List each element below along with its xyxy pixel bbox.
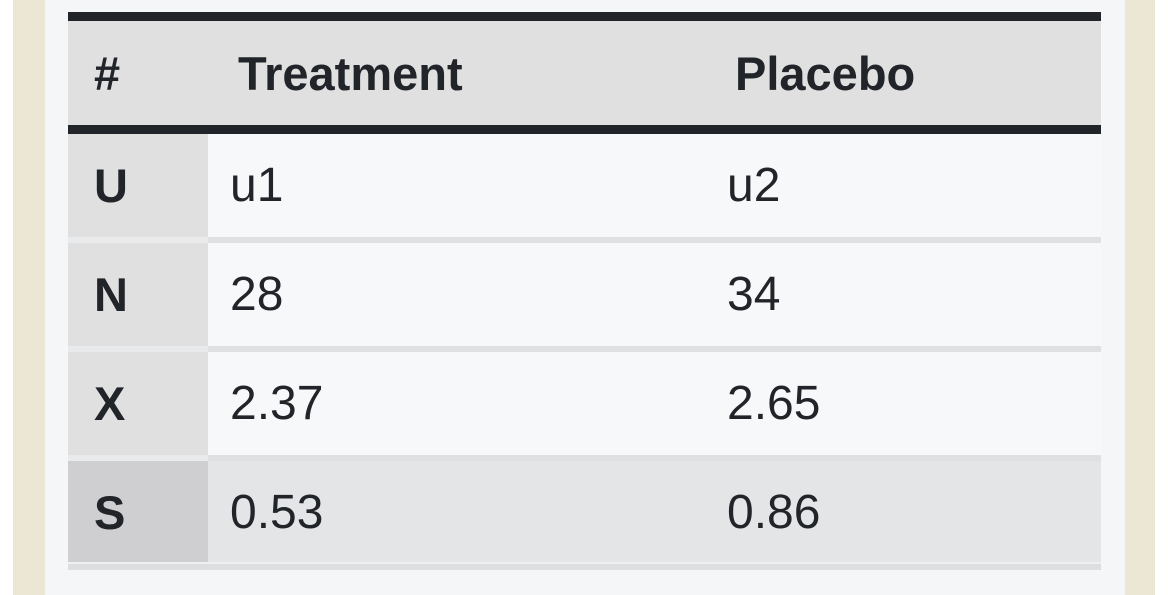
cell-n-treatment: 28	[208, 240, 705, 352]
cell-s-treatment: 0.53	[208, 458, 705, 570]
table-row-x: X 2.37 2.65	[68, 349, 1101, 461]
cell-u-placebo: u2	[705, 129, 1101, 243]
content-area: # Treatment Placebo U u1 u2 N 28 34 X 2.…	[45, 0, 1125, 595]
row-header-n: N	[68, 240, 208, 352]
table-row-n: N 28 34	[68, 240, 1101, 352]
cell-u-treatment: u1	[208, 129, 705, 243]
table-row-s: S 0.53 0.86	[68, 458, 1101, 570]
column-header-treatment: Treatment	[208, 12, 705, 134]
row-header-u: U	[68, 129, 208, 243]
column-header-hash: #	[68, 12, 208, 134]
cell-n-placebo: 34	[705, 240, 1101, 352]
table-header-row: # Treatment Placebo	[68, 12, 1101, 134]
column-header-placebo: Placebo	[705, 12, 1101, 134]
row-header-s: S	[68, 458, 208, 570]
table-row-u: U u1 u2	[68, 129, 1101, 243]
cell-x-treatment: 2.37	[208, 349, 705, 461]
cell-x-placebo: 2.65	[705, 349, 1101, 461]
stats-table: # Treatment Placebo U u1 u2 N 28 34 X 2.…	[68, 12, 1101, 570]
cell-s-placebo: 0.86	[705, 458, 1101, 570]
row-header-x: X	[68, 349, 208, 461]
